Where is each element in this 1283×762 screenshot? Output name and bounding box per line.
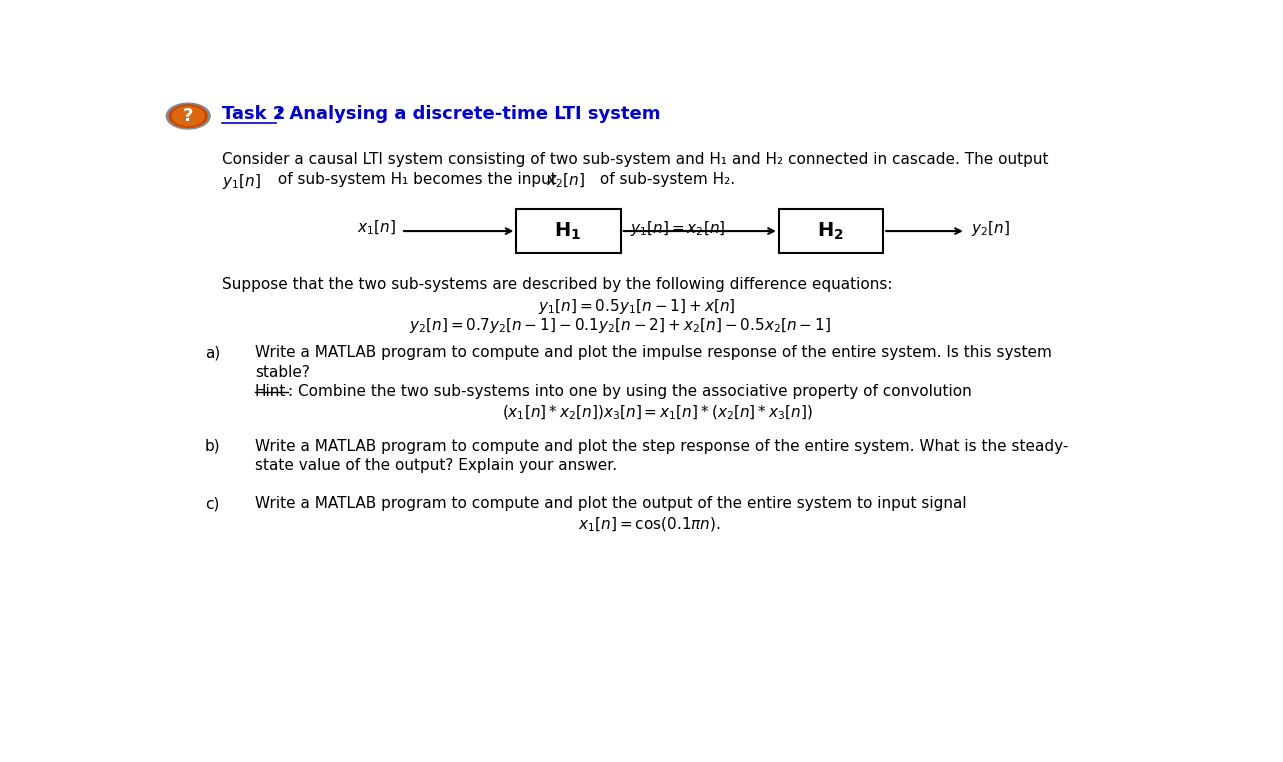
- Bar: [779, 209, 883, 253]
- Text: : Combine the two sub-systems into one by using the associative property of conv: : Combine the two sub-systems into one b…: [287, 384, 971, 399]
- Text: of sub-system H₁ becomes the input: of sub-system H₁ becomes the input: [273, 171, 562, 187]
- Circle shape: [169, 105, 207, 127]
- Text: c): c): [205, 496, 219, 511]
- Text: $y_2[n]$: $y_2[n]$: [971, 219, 1010, 238]
- Text: Task 2: Task 2: [222, 104, 285, 123]
- Text: $y_1[n] = x_2[n]$: $y_1[n] = x_2[n]$: [630, 219, 725, 238]
- Text: $\mathbf{H_2}$: $\mathbf{H_2}$: [817, 220, 844, 242]
- Text: Consider a causal LTI system consisting of two sub-system and H₁ and H₂ connecte: Consider a causal LTI system consisting …: [222, 152, 1048, 167]
- Text: state value of the output? Explain your answer.: state value of the output? Explain your …: [255, 458, 617, 473]
- Text: Write a MATLAB program to compute and plot the step response of the entire syste: Write a MATLAB program to compute and pl…: [255, 439, 1069, 454]
- Text: $x_1[n]$: $x_1[n]$: [357, 219, 396, 237]
- Circle shape: [172, 107, 204, 126]
- Bar: [516, 209, 621, 253]
- Text: $x_1[n] = \cos(0.1\pi n).$: $x_1[n] = \cos(0.1\pi n).$: [579, 516, 721, 534]
- Text: ?: ?: [183, 107, 194, 125]
- Text: $(x_1[n] * x_2[n])x_3[n] = x_1[n] * (x_2[n] * x_3[n])$: $(x_1[n] * x_2[n])x_3[n] = x_1[n] * (x_2…: [502, 404, 813, 422]
- Text: Write a MATLAB program to compute and plot the impulse response of the entire sy: Write a MATLAB program to compute and pl…: [255, 345, 1052, 360]
- Text: $y_1[n] = 0.5y_1[n-1] + x[n]$: $y_1[n] = 0.5y_1[n-1] + x[n]$: [539, 296, 735, 315]
- Text: Write a MATLAB program to compute and plot the output of the entire system to in: Write a MATLAB program to compute and pl…: [255, 496, 966, 511]
- Text: stable?: stable?: [255, 365, 309, 380]
- Text: : Analysing a discrete-time LTI system: : Analysing a discrete-time LTI system: [276, 104, 661, 123]
- Text: $x_2[n]$: $x_2[n]$: [547, 171, 585, 190]
- Text: of sub-system H₂.: of sub-system H₂.: [595, 171, 735, 187]
- Circle shape: [167, 103, 210, 129]
- Text: Suppose that the two sub-systems are described by the following difference equat: Suppose that the two sub-systems are des…: [222, 277, 893, 292]
- Text: b): b): [205, 439, 221, 454]
- Text: $y_1[n]$: $y_1[n]$: [222, 171, 260, 190]
- Text: $y_2[n] = 0.7y_2[n-1] - 0.1y_2[n-2] + x_2[n] - 0.5x_2[n-1]$: $y_2[n] = 0.7y_2[n-1] - 0.1y_2[n-2] + x_…: [409, 316, 831, 335]
- Text: Hint: Hint: [255, 384, 286, 399]
- Text: $\mathbf{H_1}$: $\mathbf{H_1}$: [554, 220, 581, 242]
- Text: a): a): [205, 345, 221, 360]
